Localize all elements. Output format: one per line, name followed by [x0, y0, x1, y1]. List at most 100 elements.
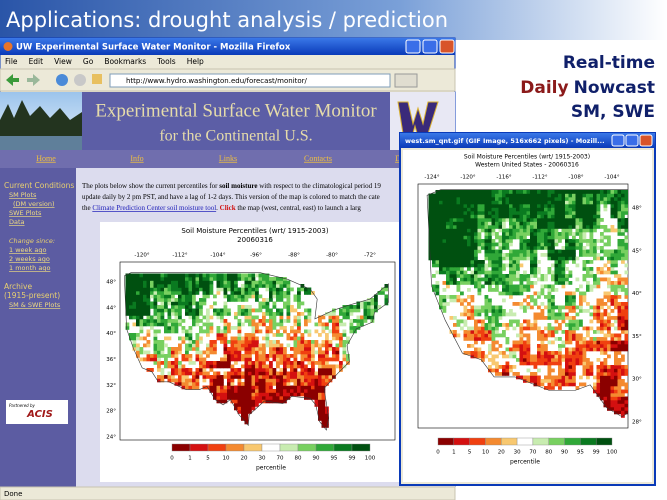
map-cell	[446, 211, 450, 215]
map-cell	[132, 308, 137, 313]
nav-link[interactable]: Contacts	[304, 154, 332, 163]
menu-item[interactable]: View	[54, 57, 72, 66]
nav-link[interactable]: Info	[130, 154, 143, 163]
intro-text-part[interactable]: Climate Prediction Center soil moisture …	[92, 204, 216, 212]
map-cell	[164, 336, 168, 341]
maximize-button[interactable]	[422, 39, 438, 54]
map-cell	[244, 420, 249, 425]
map-cell	[589, 218, 594, 222]
menu-item[interactable]: Help	[187, 57, 204, 66]
map-cell	[498, 211, 503, 215]
sidebar-link[interactable]: 1 month ago	[9, 264, 50, 272]
map-cell	[603, 225, 608, 229]
map-cell	[596, 393, 601, 397]
map-cell	[547, 340, 552, 345]
nav-link[interactable]: D	[395, 154, 401, 163]
map-cell	[523, 214, 527, 219]
menu-item[interactable]: Go	[83, 57, 94, 66]
menu-item[interactable]: Tools	[156, 57, 176, 66]
sidebar-link[interactable]: 2 weeks ago	[9, 255, 50, 263]
minimize-button[interactable]	[405, 39, 421, 54]
map-cell	[603, 333, 608, 338]
map-cell	[307, 392, 312, 397]
map-cell	[474, 228, 478, 233]
map-cell	[237, 298, 242, 302]
map-cell	[516, 277, 520, 282]
sidebar-link[interactable]: Data	[9, 218, 25, 226]
reload-button[interactable]	[56, 74, 68, 86]
map-cell	[617, 393, 622, 397]
map-cell	[339, 343, 343, 348]
map-cell	[269, 347, 273, 351]
sidebar-link[interactable]: 1 week ago	[9, 246, 46, 254]
map-cell	[209, 322, 214, 327]
west-map: -124° -120° -116° -112° -108° -104°48°45°40°3…	[417, 175, 642, 466]
map-cell	[241, 291, 245, 295]
menu-item[interactable]: Edit	[29, 57, 44, 66]
map-cell	[624, 256, 628, 261]
map-cell	[185, 371, 189, 376]
sidebar-link[interactable]: SM Plots	[9, 191, 37, 199]
map-cell	[614, 396, 618, 401]
map-cell	[607, 284, 611, 289]
map-cell	[449, 260, 454, 264]
map-cell	[304, 308, 308, 313]
map-cell	[568, 319, 573, 324]
map-cell	[509, 284, 513, 289]
map-cell	[435, 291, 440, 296]
map-cell	[356, 315, 361, 320]
map-cell	[195, 382, 200, 386]
map-cell	[150, 301, 154, 306]
map-cell	[621, 396, 625, 401]
menu-item[interactable]: File	[5, 57, 18, 66]
map-cell	[456, 333, 461, 338]
map-cell	[621, 207, 625, 212]
go-button[interactable]	[394, 73, 418, 88]
map-cell	[561, 211, 566, 215]
map-cell	[435, 204, 440, 208]
map-cell	[516, 302, 520, 306]
map-cell	[432, 207, 436, 212]
close-button[interactable]	[439, 39, 455, 54]
map-cell	[300, 364, 305, 369]
map-cell	[227, 396, 231, 400]
map-cell	[125, 287, 130, 292]
nav-link[interactable]: Home	[36, 154, 56, 163]
sidebar-link[interactable]: SM & SWE Plots	[9, 301, 61, 309]
map-cell	[502, 284, 506, 289]
map-cell	[488, 246, 492, 250]
us-map[interactable]: Soil Moisture Percentiles (wrt/ 1915-200…	[106, 227, 396, 472]
map-cell	[596, 284, 601, 289]
map-cell	[460, 260, 464, 264]
map-cell	[579, 351, 583, 355]
forward-button[interactable]	[27, 74, 40, 86]
map-cell	[314, 382, 319, 386]
map-cell	[241, 347, 245, 351]
map-cell	[474, 239, 478, 243]
address-bar[interactable]	[109, 73, 391, 88]
close-button[interactable]	[639, 134, 653, 147]
legend-label: 1	[188, 456, 192, 462]
nav-link[interactable]: Links	[219, 154, 237, 163]
map-cell	[533, 361, 538, 366]
maximize-button[interactable]	[625, 134, 639, 147]
map-cell	[624, 347, 628, 352]
sidebar-link[interactable]: (DM version)	[13, 200, 55, 208]
map-cell	[328, 340, 333, 344]
minimize-button[interactable]	[611, 134, 625, 147]
map-cell	[314, 329, 319, 334]
menu-item[interactable]: Bookmarks	[104, 57, 146, 66]
map-cell	[579, 291, 583, 296]
map-cell	[610, 407, 615, 411]
map-cell	[579, 333, 583, 338]
map-cell	[290, 375, 294, 379]
stop-button[interactable]	[74, 74, 86, 86]
map-cell	[533, 372, 538, 376]
map-cell	[262, 284, 266, 288]
back-button[interactable]	[6, 74, 19, 86]
map-cell	[332, 375, 336, 379]
home-button[interactable]	[92, 74, 102, 84]
sidebar-link[interactable]: SWE Plots	[9, 209, 42, 217]
map-cell	[174, 354, 179, 358]
